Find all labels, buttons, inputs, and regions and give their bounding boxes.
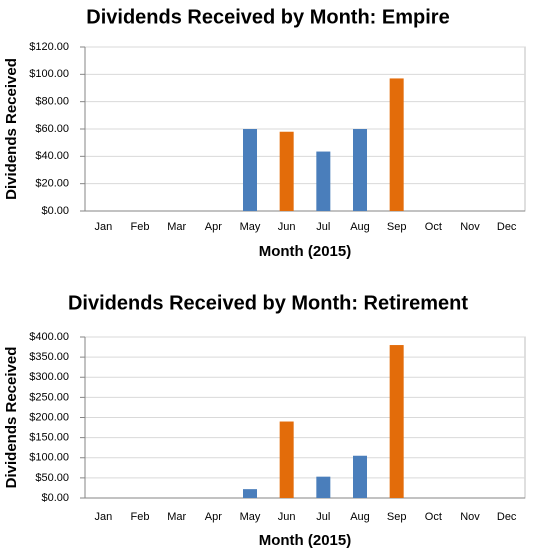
x-tick-label: Oct: [425, 221, 442, 233]
x-tick-label: May: [240, 221, 261, 233]
bar: [243, 489, 257, 498]
bar: [353, 455, 367, 498]
bar: [353, 129, 367, 211]
x-axis-title: Month (2015): [259, 532, 352, 549]
x-tick-label: Apr: [205, 511, 222, 523]
bar: [389, 345, 404, 498]
x-tick-label: Dec: [497, 221, 517, 233]
x-tick-label: Sep: [387, 221, 407, 233]
x-tick-label: Aug: [350, 221, 370, 233]
chart-title: Dividends Received by Month: Empire: [86, 6, 449, 28]
x-tick-label: Dec: [497, 511, 517, 523]
x-tick-label: Aug: [350, 511, 370, 523]
y-tick-label: $150.00: [29, 432, 69, 444]
x-tick-label: Jan: [94, 221, 112, 233]
y-tick-label: $200.00: [29, 411, 69, 423]
x-tick-label: Feb: [131, 511, 150, 523]
x-tick-label: Oct: [425, 511, 442, 523]
y-tick-label: $20.00: [35, 178, 69, 190]
chart-title: Dividends Received by Month: Retirement: [68, 292, 468, 314]
bar: [279, 421, 294, 498]
x-tick-label: Mar: [167, 221, 186, 233]
bar: [316, 476, 331, 498]
y-tick-label: $0.00: [41, 205, 69, 217]
y-tick-label: $40.00: [35, 150, 69, 162]
x-tick-label: Nov: [460, 221, 480, 233]
y-tick-label: $120.00: [29, 41, 69, 53]
x-tick-label: Jun: [278, 511, 296, 523]
x-tick-label: Nov: [460, 511, 480, 523]
bar: [389, 78, 404, 211]
x-tick-label: Jul: [316, 511, 330, 523]
y-tick-label: $400.00: [29, 331, 69, 343]
y-tick-label: $0.00: [41, 492, 69, 504]
y-tick-label: $250.00: [29, 391, 69, 403]
y-tick-label: $60.00: [35, 123, 69, 135]
bar: [243, 129, 257, 211]
y-tick-label: $350.00: [29, 351, 69, 363]
y-tick-label: $80.00: [35, 96, 69, 108]
x-tick-label: Jun: [278, 221, 296, 233]
x-tick-label: Mar: [167, 511, 186, 523]
y-axis-title: Dividends Received: [3, 347, 20, 489]
x-axis-title: Month (2015): [259, 243, 352, 260]
x-tick-label: Sep: [387, 511, 407, 523]
x-tick-label: Jul: [316, 221, 330, 233]
x-tick-label: Jan: [94, 511, 112, 523]
y-axis-title: Dividends Received: [3, 58, 20, 200]
y-tick-label: $100.00: [29, 68, 69, 80]
bar: [316, 151, 331, 211]
x-tick-label: May: [240, 511, 261, 523]
y-tick-label: $50.00: [35, 472, 69, 484]
x-tick-label: Apr: [205, 221, 222, 233]
bar: [279, 131, 294, 211]
y-tick-label: $100.00: [29, 452, 69, 464]
y-tick-label: $300.00: [29, 371, 69, 383]
x-tick-label: Feb: [131, 221, 150, 233]
